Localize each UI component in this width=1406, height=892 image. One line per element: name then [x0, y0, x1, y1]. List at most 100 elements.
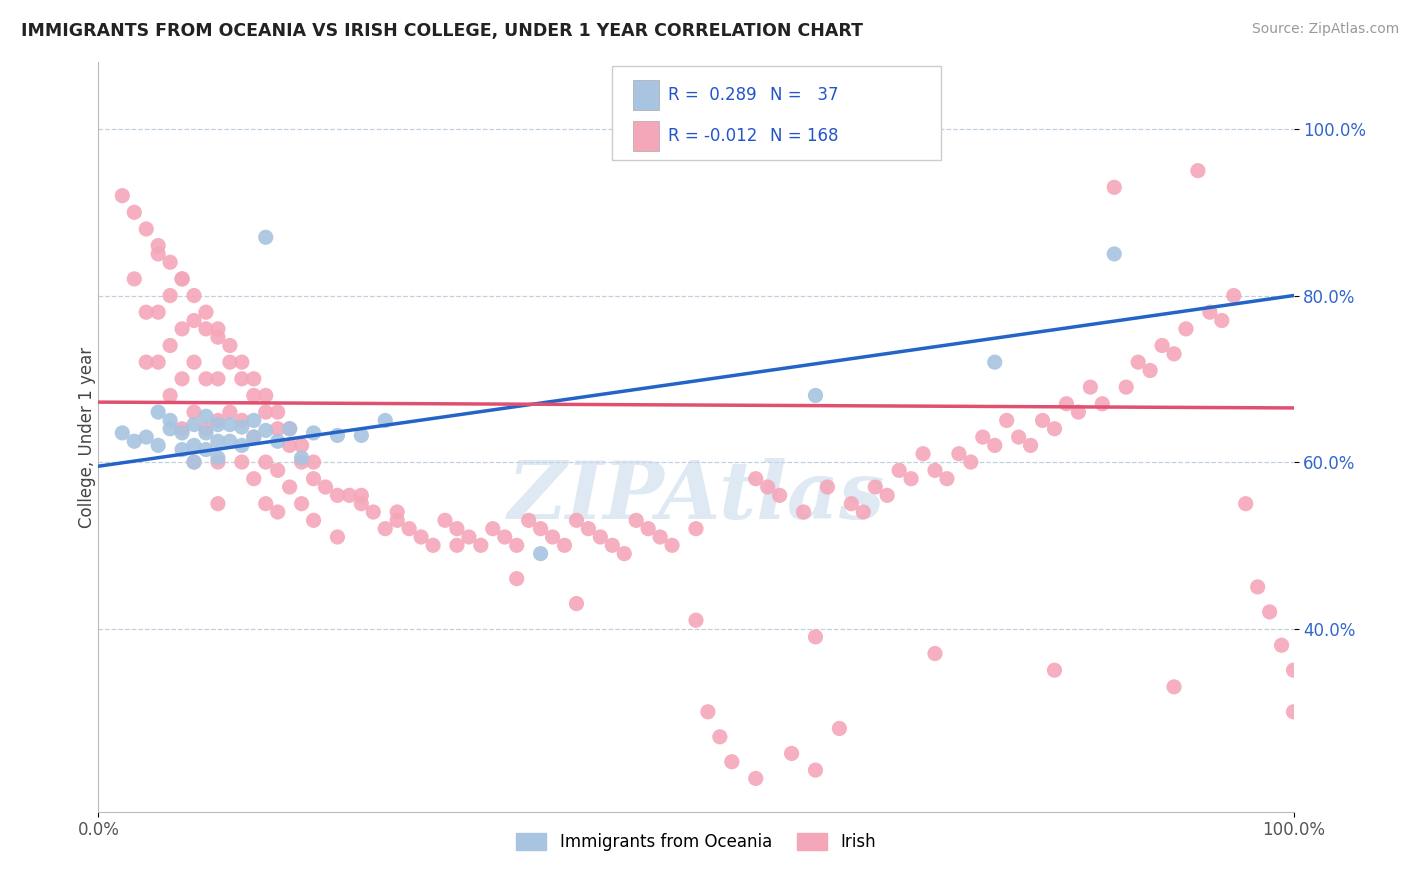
Point — [554, 538, 576, 552]
Point — [148, 438, 170, 452]
Point — [302, 513, 325, 527]
Point — [302, 472, 325, 486]
Point — [1271, 638, 1294, 652]
Point — [1091, 397, 1114, 411]
Point — [709, 730, 731, 744]
Point — [183, 455, 205, 469]
Point — [995, 413, 1018, 427]
Point — [254, 424, 277, 438]
Point — [267, 434, 290, 449]
Point — [148, 247, 170, 261]
Point — [852, 505, 875, 519]
Point — [278, 422, 301, 436]
Point — [1104, 247, 1126, 261]
Point — [159, 413, 181, 427]
Point — [111, 425, 134, 440]
Point — [984, 438, 1007, 452]
Point — [135, 305, 157, 319]
Point — [207, 413, 229, 427]
Point — [374, 522, 396, 536]
Legend: Immigrants from Oceania, Irish: Immigrants from Oceania, Irish — [508, 825, 884, 860]
Point — [267, 505, 290, 519]
Point — [195, 372, 218, 386]
Point — [1080, 380, 1102, 394]
Point — [183, 455, 205, 469]
Point — [254, 405, 277, 419]
Point — [1247, 580, 1270, 594]
Point — [494, 530, 516, 544]
Point — [231, 455, 253, 469]
Point — [1043, 422, 1066, 436]
Point — [900, 472, 922, 486]
Point — [124, 272, 146, 286]
Text: IMMIGRANTS FROM OCEANIA VS IRISH COLLEGE, UNDER 1 YEAR CORRELATION CHART: IMMIGRANTS FROM OCEANIA VS IRISH COLLEGE… — [21, 22, 863, 40]
Point — [172, 372, 194, 386]
Point — [207, 322, 229, 336]
Point — [363, 505, 385, 519]
Point — [1258, 605, 1281, 619]
Point — [648, 530, 672, 544]
Point — [111, 188, 134, 202]
Point — [1187, 163, 1209, 178]
Point — [291, 450, 314, 465]
Point — [685, 613, 707, 627]
Point — [1163, 680, 1185, 694]
Point — [565, 513, 588, 527]
Point — [339, 488, 361, 502]
Point — [207, 330, 229, 344]
Point — [1128, 355, 1150, 369]
Point — [291, 497, 314, 511]
Point — [302, 425, 325, 440]
Point — [195, 442, 218, 457]
Point — [231, 413, 253, 427]
Point — [661, 538, 683, 552]
Point — [924, 463, 946, 477]
Point — [1282, 663, 1305, 677]
Text: R =  0.289: R = 0.289 — [668, 86, 756, 103]
Point — [745, 772, 768, 786]
Point — [626, 513, 648, 527]
Point — [315, 480, 337, 494]
Point — [517, 513, 540, 527]
Point — [804, 763, 827, 777]
Point — [207, 434, 229, 449]
Text: N = 168: N = 168 — [770, 127, 838, 145]
Point — [481, 522, 505, 536]
Point — [267, 405, 290, 419]
Point — [350, 488, 373, 502]
Point — [530, 547, 553, 561]
Point — [124, 434, 146, 449]
Point — [172, 272, 194, 286]
Point — [828, 722, 851, 736]
Point — [219, 355, 242, 369]
Point — [159, 255, 181, 269]
Text: ZIPAtlas: ZIPAtlas — [508, 458, 884, 536]
Point — [745, 472, 768, 486]
Point — [219, 338, 242, 352]
Point — [936, 472, 959, 486]
Point — [1282, 705, 1305, 719]
Point — [195, 422, 218, 436]
Point — [267, 422, 290, 436]
Text: N =   37: N = 37 — [770, 86, 838, 103]
Point — [243, 430, 266, 444]
Point — [172, 442, 194, 457]
Point — [195, 425, 218, 440]
Point — [183, 313, 205, 327]
Point — [291, 438, 314, 452]
Point — [434, 513, 457, 527]
Point — [697, 705, 720, 719]
Point — [148, 355, 170, 369]
Point — [243, 372, 266, 386]
Point — [1163, 347, 1185, 361]
Point — [254, 497, 277, 511]
Point — [960, 455, 983, 469]
Point — [815, 480, 838, 494]
Point — [148, 405, 170, 419]
Point — [183, 405, 205, 419]
Point — [183, 417, 205, 432]
Point — [948, 447, 970, 461]
Point — [183, 438, 205, 452]
Point — [148, 238, 170, 252]
Point — [1104, 180, 1126, 194]
